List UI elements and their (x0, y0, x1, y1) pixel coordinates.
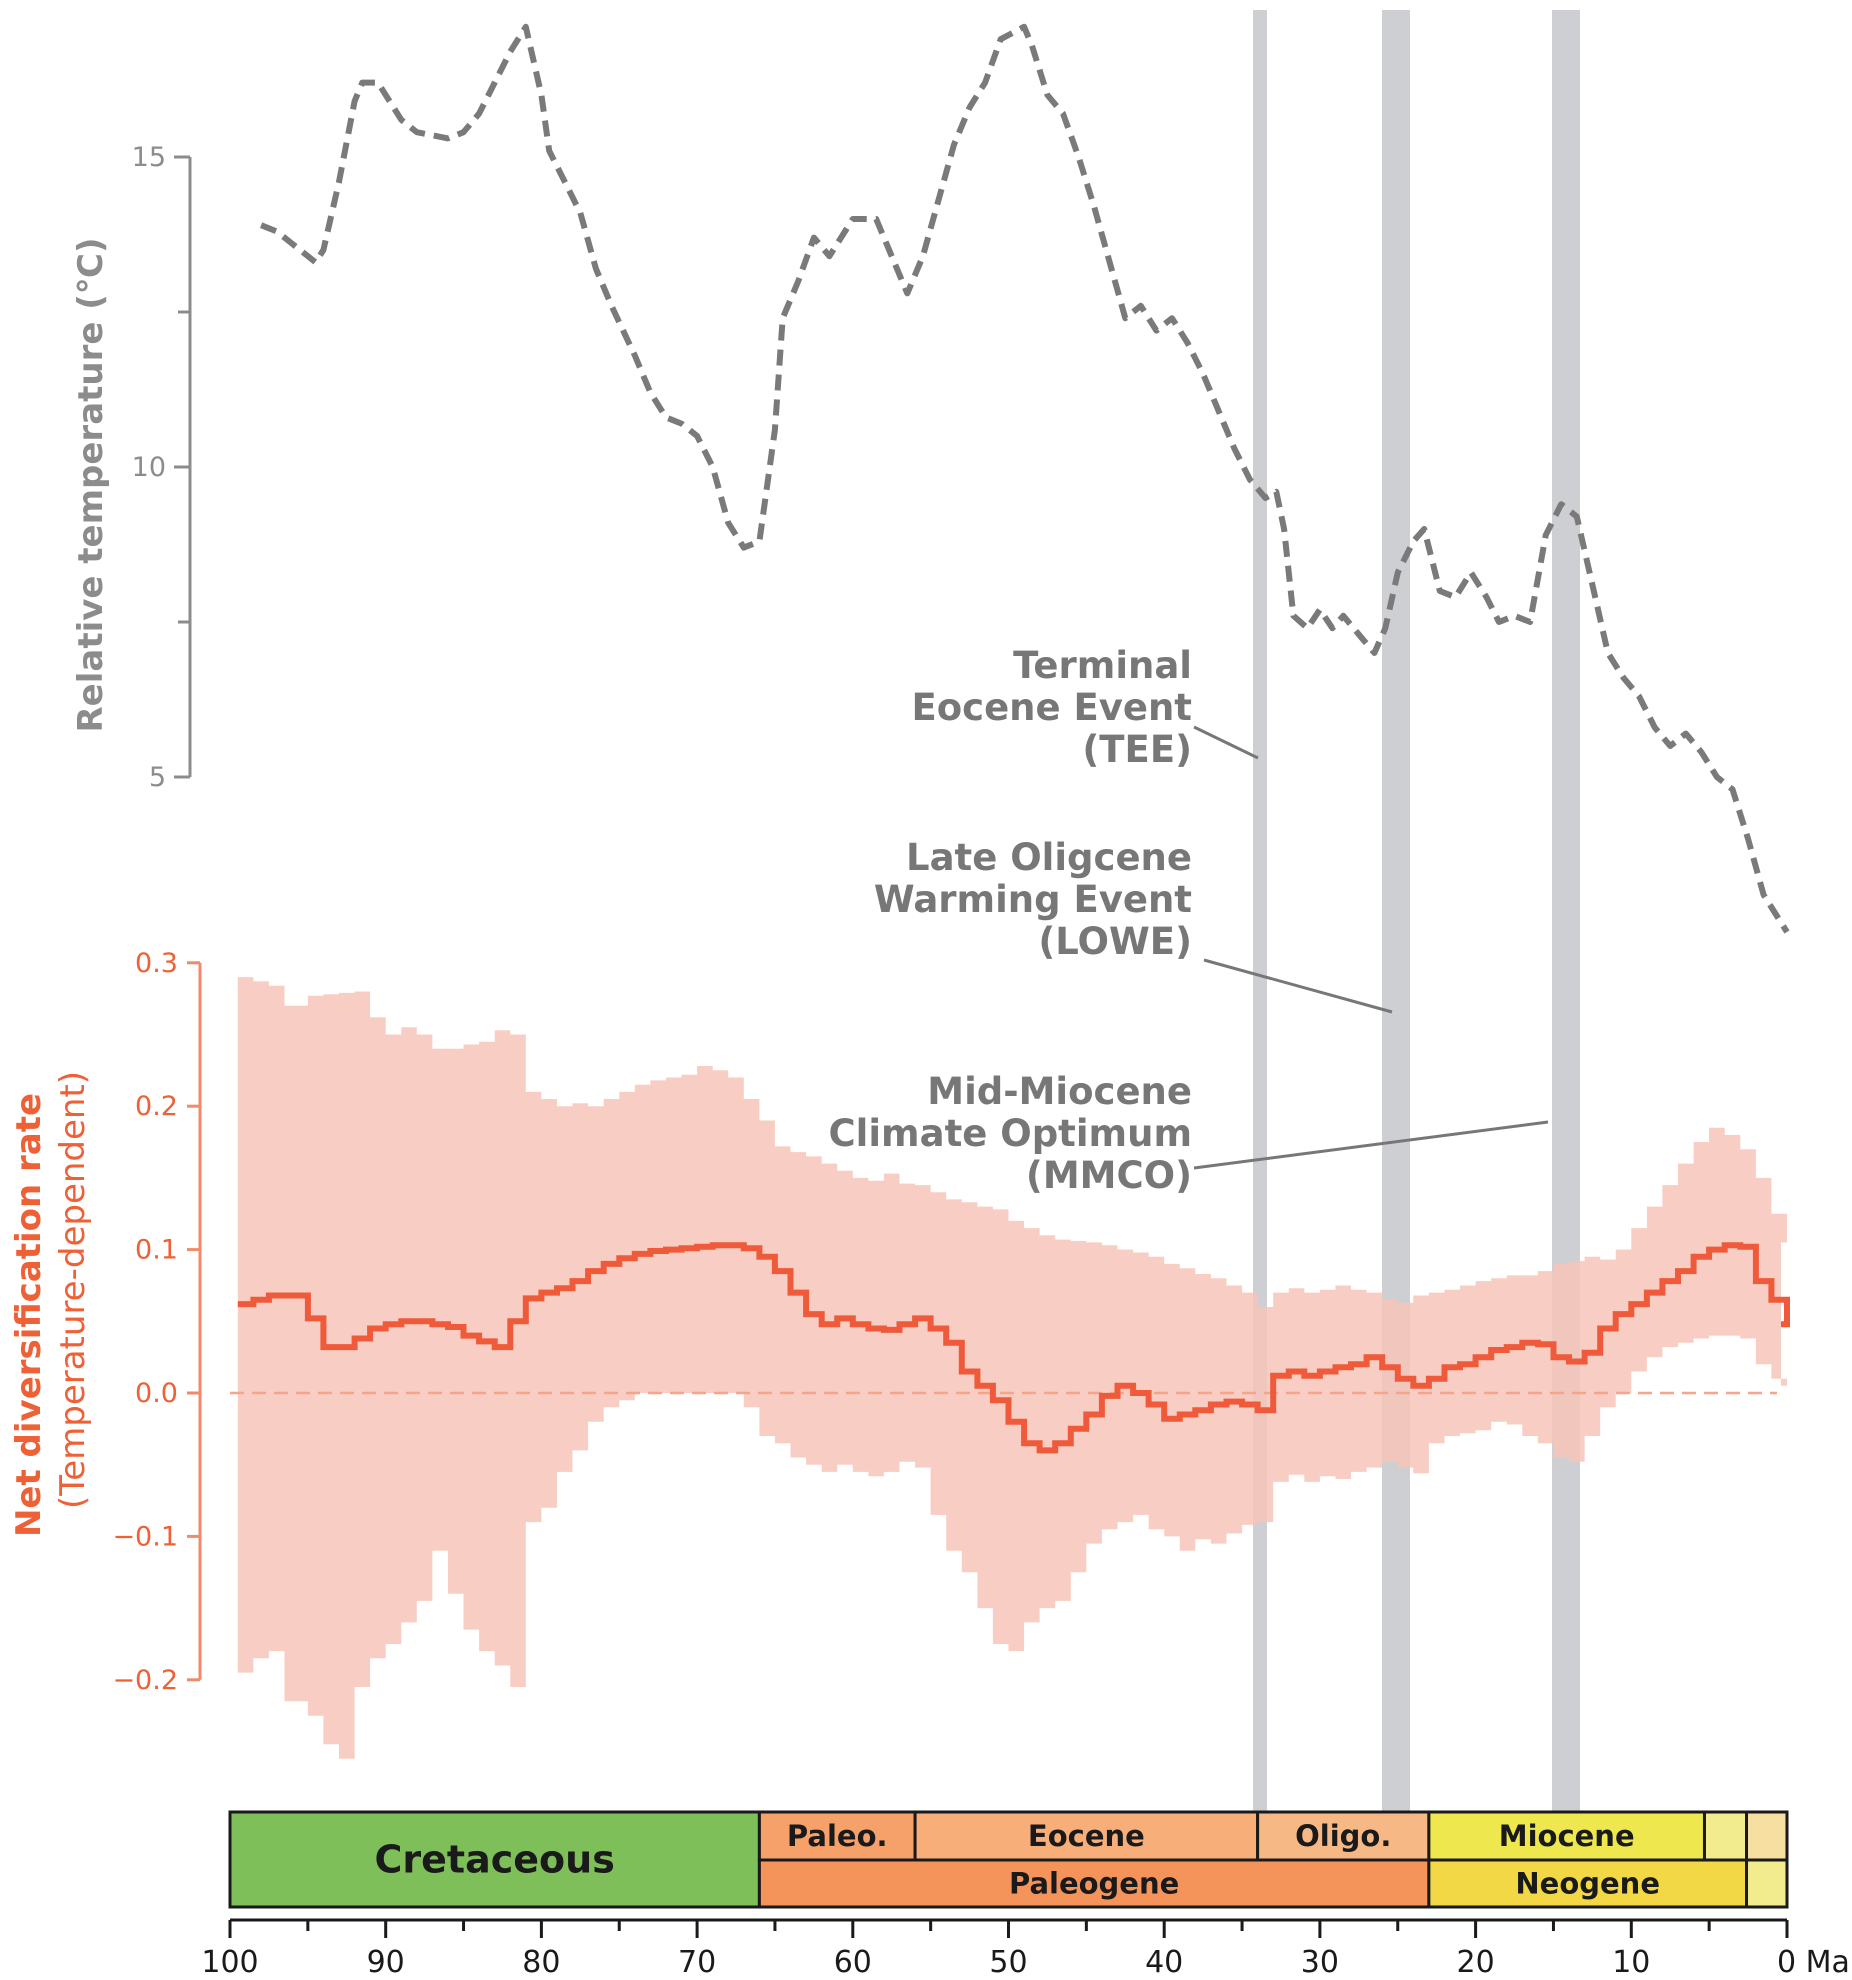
x-axis-tick-label: 70 (678, 1945, 716, 1980)
diversification-axis-subtitle: (Temperature-dependent) (53, 1071, 93, 1509)
temperature-tick-label: 10 (132, 452, 166, 483)
epoch-label: Eocene (1028, 1819, 1145, 1853)
event-label-line: Mid-Miocene (927, 1070, 1192, 1113)
period-label: Paleogene (1009, 1867, 1179, 1901)
period-box (228, 1810, 761, 1909)
x-axis-tick-label: 0 Ma (1777, 1945, 1850, 1980)
epoch-box (1702, 1810, 1749, 1862)
diversification-axis: 0.3 0.2 0.1 0.0 −0.1 −0.2 Net diversification … (9, 948, 202, 1696)
diversification-confidence-band (237, 977, 1787, 1759)
x-axis-tick-label: 20 (1457, 1945, 1495, 1980)
event-label-line: (MMCO) (1026, 1154, 1192, 1197)
period-box (757, 1858, 1431, 1909)
event-label-line: Eocene Event (911, 686, 1192, 729)
temperature-axis: 15 10 5 Relative temperature (℃) (71, 142, 192, 793)
diversification-tick-label: −0.1 (112, 1521, 178, 1552)
epoch-box (1745, 1810, 1789, 1862)
event-leader-line (1203, 958, 1393, 1014)
temperature-axis-title: Relative temperature (℃) (71, 237, 111, 732)
event-label-line: Warming Event (874, 878, 1192, 921)
event-leader-line (1193, 725, 1259, 760)
x-axis-tick-label: 100 (201, 1945, 258, 1980)
x-axis-tick-label: 10 (1612, 1945, 1650, 1980)
epoch-label: Oligo. (1295, 1819, 1391, 1853)
x-axis-tick-label: 80 (522, 1945, 560, 1980)
event-label-line: Climate Optimum (829, 1112, 1192, 1155)
temperature-tick-label: 15 (132, 142, 166, 173)
diversification-rate-line (237, 1242, 1790, 1454)
epoch-label: Miocene (1499, 1819, 1635, 1853)
event-band-tee (1253, 10, 1267, 1815)
event-label-line: (LOWE) (1038, 920, 1192, 963)
x-axis-tick-label: 40 (1145, 1945, 1183, 1980)
diversification-axis-title: Net diversification rate (9, 1093, 49, 1537)
diversification-tick-label: 0.0 (135, 1378, 178, 1409)
x-axis-tick-label: 60 (834, 1945, 872, 1980)
diversification-tick-label: −0.2 (112, 1665, 178, 1696)
x-axis-tick-label: 50 (989, 1945, 1027, 1980)
diversification-tick-label: 0.3 (135, 948, 178, 979)
period-label: Neogene (1515, 1867, 1660, 1901)
temperature-tick-label: 5 (149, 762, 166, 793)
event-label-line: Terminal (1013, 644, 1192, 687)
diversification-tick-label: 0.2 (135, 1091, 178, 1122)
event-label-line: Late Oligcene (906, 836, 1192, 879)
epoch-box (1427, 1810, 1706, 1862)
x-axis-tick-label: 90 (367, 1945, 405, 1980)
event-label-line: (TEE) (1082, 728, 1192, 771)
event-band-mmco (1552, 10, 1580, 1815)
event-band-lowe (1382, 10, 1410, 1815)
epoch-box (757, 1810, 917, 1862)
epoch-label: Paleo. (787, 1819, 888, 1853)
x-axis-tick-label: 30 (1301, 1945, 1339, 1980)
period-label: Cretaceous (375, 1838, 615, 1882)
event-leader-line (1193, 1120, 1549, 1170)
period-box (1745, 1858, 1789, 1909)
period-box (1427, 1858, 1749, 1909)
geologic-timescale: Cretaceous Paleogene Neogene Paleo. Eocene Ol… (228, 1810, 1789, 1909)
temperature-line (259, 23, 1790, 934)
diversification-tick-label: 0.1 (135, 1235, 178, 1266)
x-axis: 100 90 80 70 60 50 40 30 20 10 0 Ma (201, 1918, 1850, 1980)
event-annotation-lowe: Late Oligcene Warming Event(LOWE) (874, 836, 1393, 1014)
